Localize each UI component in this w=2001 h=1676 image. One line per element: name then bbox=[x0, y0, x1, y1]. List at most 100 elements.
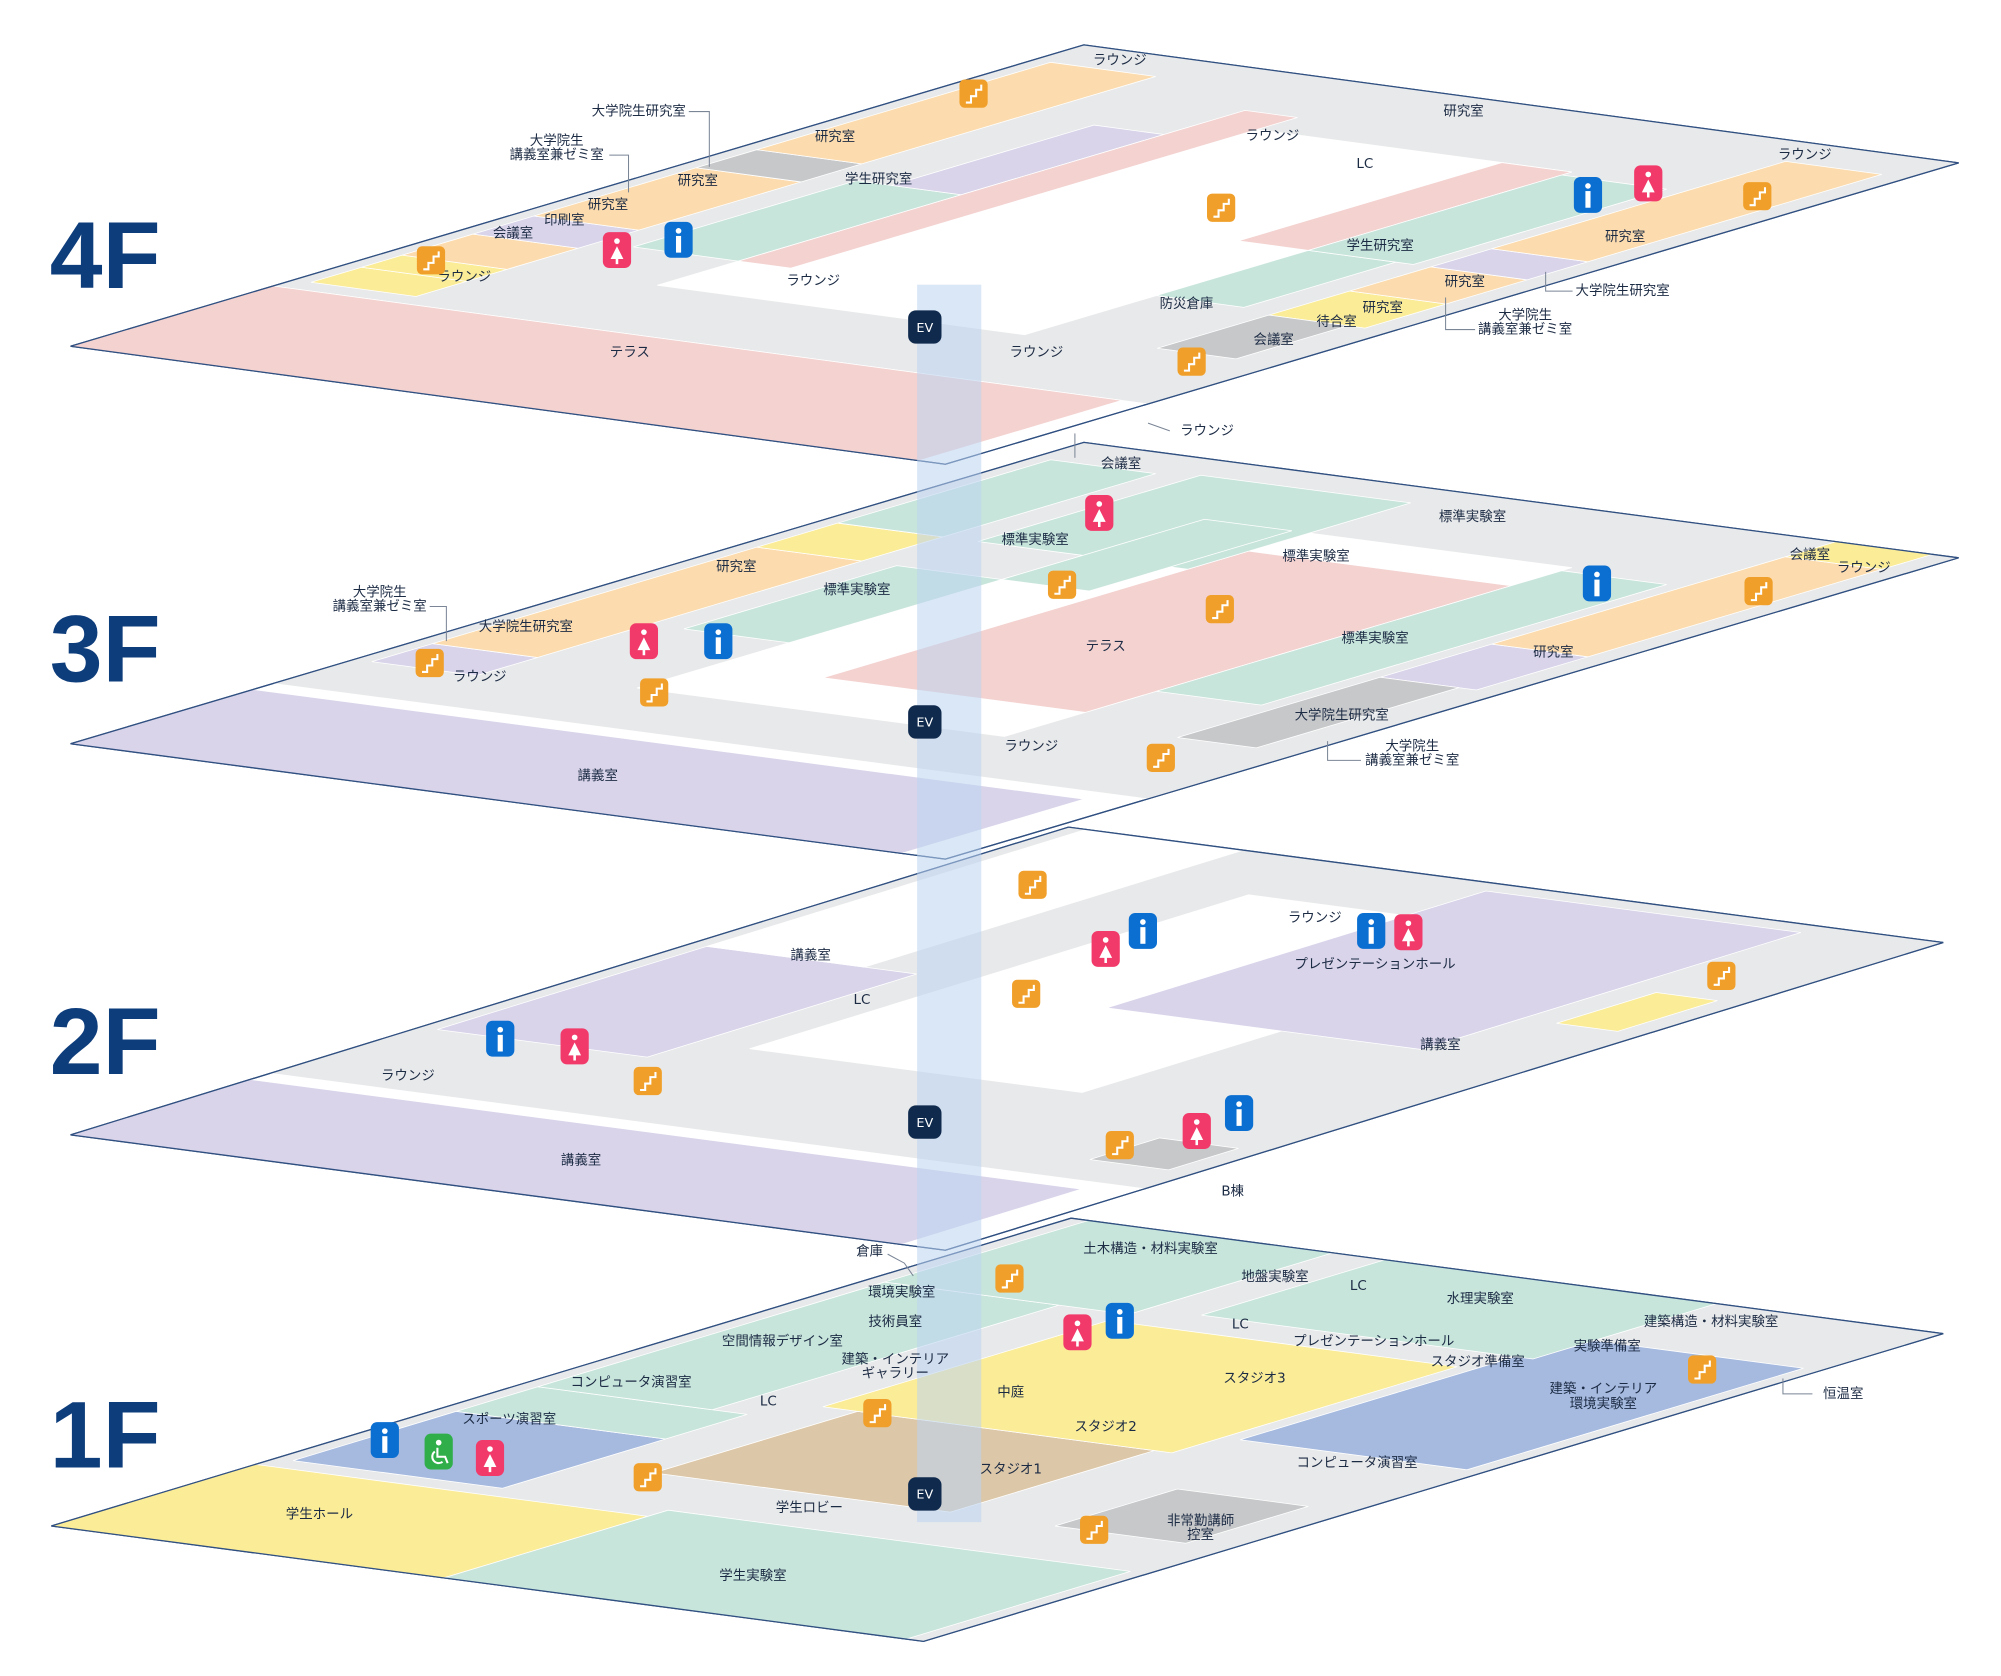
female-toilet-icon bbox=[560, 1028, 589, 1065]
room-label: 会議室 bbox=[493, 224, 533, 241]
stairs-icon bbox=[633, 1463, 662, 1492]
room-label: 標準実験室 bbox=[823, 581, 890, 598]
room-label: 防災倉庫 bbox=[1160, 296, 1214, 312]
room-research[interactable] bbox=[756, 61, 1156, 165]
room-label: 大学院生研究室 bbox=[1576, 282, 1670, 299]
room-label: 標準実験室 bbox=[1341, 630, 1408, 647]
floor-label-3f: 3F bbox=[50, 597, 161, 703]
room-label: ラウンジ bbox=[1010, 345, 1064, 361]
floor-border bbox=[70, 826, 1944, 1251]
room-label: テラス bbox=[1086, 639, 1126, 654]
male-toilet-icon bbox=[1128, 913, 1157, 949]
room-label: LC bbox=[1350, 1279, 1367, 1294]
male-toilet-icon bbox=[1224, 1095, 1254, 1132]
room-label: 講義室兼ゼミ室 bbox=[510, 146, 604, 163]
room-label: 恒温室 bbox=[1823, 1385, 1863, 1402]
room-computer[interactable] bbox=[1240, 1337, 1804, 1471]
room-meeting[interactable] bbox=[1556, 992, 1718, 1032]
room-service[interactable] bbox=[1177, 676, 1460, 749]
room-label: 建築・インテリア bbox=[1550, 1381, 1658, 1397]
room-label: 講義室兼ゼミ室 bbox=[1365, 751, 1459, 768]
room-label: 建築構造・材料実験室 bbox=[1644, 1313, 1779, 1330]
room-label: スポーツ演習室 bbox=[462, 1411, 556, 1428]
floor-plates bbox=[51, 44, 1959, 1643]
male-toilet-icon bbox=[664, 221, 693, 258]
room-label: 控室 bbox=[1187, 1526, 1214, 1543]
room-label: 会議室 bbox=[1790, 546, 1830, 563]
accessible-toilet-icon bbox=[424, 1433, 453, 1470]
room-label: 会議室 bbox=[1101, 455, 1141, 472]
room-label: 講義室兼ゼミ室 bbox=[1478, 321, 1572, 338]
room-label: 実験準備室 bbox=[1574, 1337, 1641, 1354]
female-toilet-icon bbox=[602, 232, 632, 269]
stairs-icon bbox=[1177, 347, 1206, 376]
room-label: LC bbox=[760, 1395, 777, 1410]
stairs-icon bbox=[1744, 577, 1773, 606]
elevator-shaft bbox=[917, 284, 982, 1523]
female-toilet-icon bbox=[629, 623, 659, 660]
stairs-icon bbox=[995, 1264, 1024, 1293]
elevator-icon: EV bbox=[908, 1477, 942, 1511]
room-label: 研究室 bbox=[1443, 103, 1483, 120]
female-toilet-icon bbox=[475, 1440, 505, 1476]
room-label: 環境実験室 bbox=[1570, 1395, 1637, 1412]
room-terrace[interactable] bbox=[1238, 162, 1572, 251]
room-label: 中庭 bbox=[997, 1384, 1024, 1401]
room-label: ラウンジ bbox=[1093, 52, 1147, 68]
leader-line bbox=[1147, 422, 1170, 432]
room-student-lab[interactable] bbox=[1156, 570, 1667, 706]
floor-label-1f: 1F bbox=[50, 1383, 161, 1489]
room-label: ラウンジ bbox=[1180, 423, 1234, 439]
stairs-icon bbox=[1205, 594, 1234, 624]
elevator-label: EV bbox=[916, 1116, 933, 1131]
room-label: 研究室 bbox=[1363, 299, 1403, 316]
room-label: 印刷室 bbox=[544, 212, 584, 229]
room-label: 標準実験室 bbox=[1282, 548, 1349, 565]
room-label: 大学院生 bbox=[1385, 738, 1439, 754]
stairs-icon bbox=[416, 246, 446, 275]
male-toilet-icon bbox=[1573, 176, 1603, 213]
room-service[interactable] bbox=[1157, 314, 1348, 360]
room-label: 建築・インテリア bbox=[841, 1351, 949, 1367]
female-toilet-icon bbox=[1091, 930, 1120, 967]
floor-plate-1f bbox=[51, 1217, 1944, 1643]
room-label: コンピュータ演習室 bbox=[1297, 1454, 1418, 1471]
room-student-lab[interactable] bbox=[456, 1386, 748, 1440]
room-label: スタジオ1 bbox=[980, 1462, 1042, 1478]
room-meeting[interactable] bbox=[822, 1320, 1458, 1454]
male-toilet-icon bbox=[370, 1422, 399, 1459]
elevator-icon: EV bbox=[908, 310, 942, 344]
room-label: ラウンジ bbox=[1004, 738, 1058, 754]
room-label: 地盤実験室 bbox=[1241, 1268, 1308, 1285]
room-label: ラウンジ bbox=[1778, 147, 1832, 163]
room-label: LC bbox=[1232, 1318, 1249, 1333]
room-research[interactable] bbox=[1491, 161, 1882, 263]
leader-line bbox=[688, 111, 710, 167]
facility-icons: EV EV EV EV bbox=[370, 79, 1773, 1544]
room-label: コンピュータ演習室 bbox=[571, 1373, 692, 1390]
stairs-icon bbox=[1105, 1131, 1134, 1160]
room-label: ラウンジ bbox=[437, 269, 491, 285]
room-label: 非常勤講師 bbox=[1167, 1513, 1234, 1529]
male-toilet-icon bbox=[486, 1020, 515, 1057]
room-service[interactable] bbox=[1054, 1488, 1309, 1544]
room-label: 待合室 bbox=[1316, 313, 1356, 330]
floor-border bbox=[70, 44, 1959, 465]
stairs-icon bbox=[415, 648, 444, 678]
room-label: プレゼンテーションホール bbox=[1294, 956, 1455, 972]
room-label: 研究室 bbox=[1445, 273, 1485, 290]
room-label: ラウンジ bbox=[1837, 560, 1891, 576]
stairs-icon bbox=[959, 79, 988, 108]
stairs-icon bbox=[1047, 570, 1077, 599]
floor-border bbox=[70, 441, 1959, 860]
room-label: 大学院生研究室 bbox=[1295, 707, 1389, 724]
room-label: 学生実験室 bbox=[719, 1567, 786, 1584]
stairs-icon bbox=[1707, 961, 1736, 990]
leader-line bbox=[887, 1253, 914, 1277]
room-terrace[interactable] bbox=[738, 110, 1298, 269]
room-label: 学生研究室 bbox=[845, 171, 912, 188]
room-label: ラウンジ bbox=[381, 1068, 435, 1084]
room-label: 大学院生 bbox=[353, 584, 407, 600]
female-toilet-icon bbox=[1182, 1113, 1211, 1149]
stairs-icon bbox=[1080, 1515, 1109, 1544]
